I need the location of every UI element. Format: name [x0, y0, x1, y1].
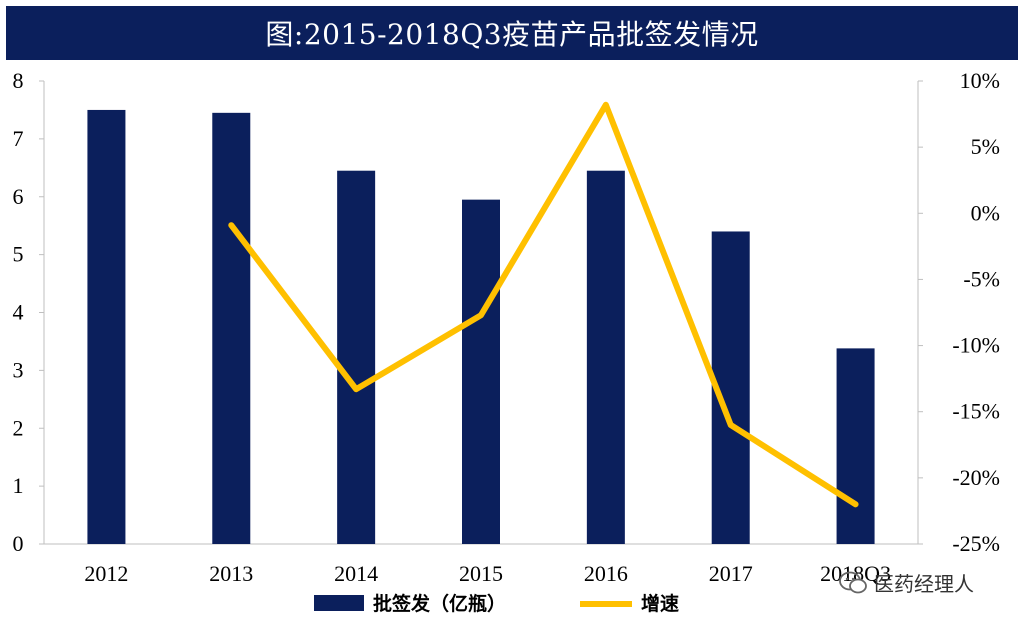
right-tick-label: -10%	[952, 333, 1000, 358]
x-tick-label: 2017	[709, 561, 753, 586]
left-tick-label: 2	[13, 415, 24, 440]
x-tick-label: 2016	[584, 561, 628, 586]
x-tick-label: 2012	[84, 561, 128, 586]
chat-bubble-icon	[839, 571, 867, 593]
right-tick-label: -25%	[952, 531, 1000, 556]
legend-label-line: 增速	[641, 592, 679, 615]
bar-2013	[212, 112, 251, 545]
x-tick-label: 2014	[334, 561, 378, 586]
right-tick-label: 10%	[960, 68, 1000, 93]
x-tick-label: 2015	[459, 561, 503, 586]
left-tick-label: 0	[13, 531, 24, 556]
watermark-text: 医药经理人	[874, 572, 974, 596]
legend-label-bar: 批签发（亿瓶）	[373, 592, 506, 615]
right-tick-label: 0%	[971, 200, 1000, 225]
left-tick-label: 5	[13, 242, 24, 267]
growth-point	[480, 314, 482, 316]
left-tick-label: 4	[13, 300, 24, 325]
growth-point	[730, 424, 732, 426]
left-tick-label: 7	[13, 126, 24, 151]
growth-point	[230, 224, 232, 226]
chart-title: 图:2015-2018Q3疫苗产品批签发情况	[265, 18, 759, 51]
bar-2014	[337, 170, 376, 545]
bar-2012	[87, 109, 126, 544]
bar-2015	[462, 199, 500, 545]
right-tick-label: -20%	[952, 465, 1000, 490]
right-tick-label: -15%	[952, 399, 1000, 424]
bar-2018Q3	[836, 348, 875, 544]
growth-point	[605, 104, 607, 106]
growth-point	[355, 388, 357, 390]
left-tick-label: 3	[13, 357, 24, 382]
left-tick-label: 6	[13, 184, 24, 209]
bar-2016	[586, 170, 625, 545]
x-tick-label: 2013	[209, 561, 253, 586]
growth-line	[228, 101, 859, 508]
right-tick-label: -5%	[963, 266, 1000, 291]
growth-point	[855, 503, 857, 505]
left-tick-label: 8	[13, 68, 24, 93]
watermark: 医药经理人	[838, 568, 974, 597]
chart-title-bar: 图:2015-2018Q3疫苗产品批签发情况	[6, 6, 1018, 60]
left-tick-label: 1	[13, 473, 24, 498]
right-tick-label: 5%	[971, 134, 1000, 159]
legend-swatch-bar	[314, 595, 364, 611]
